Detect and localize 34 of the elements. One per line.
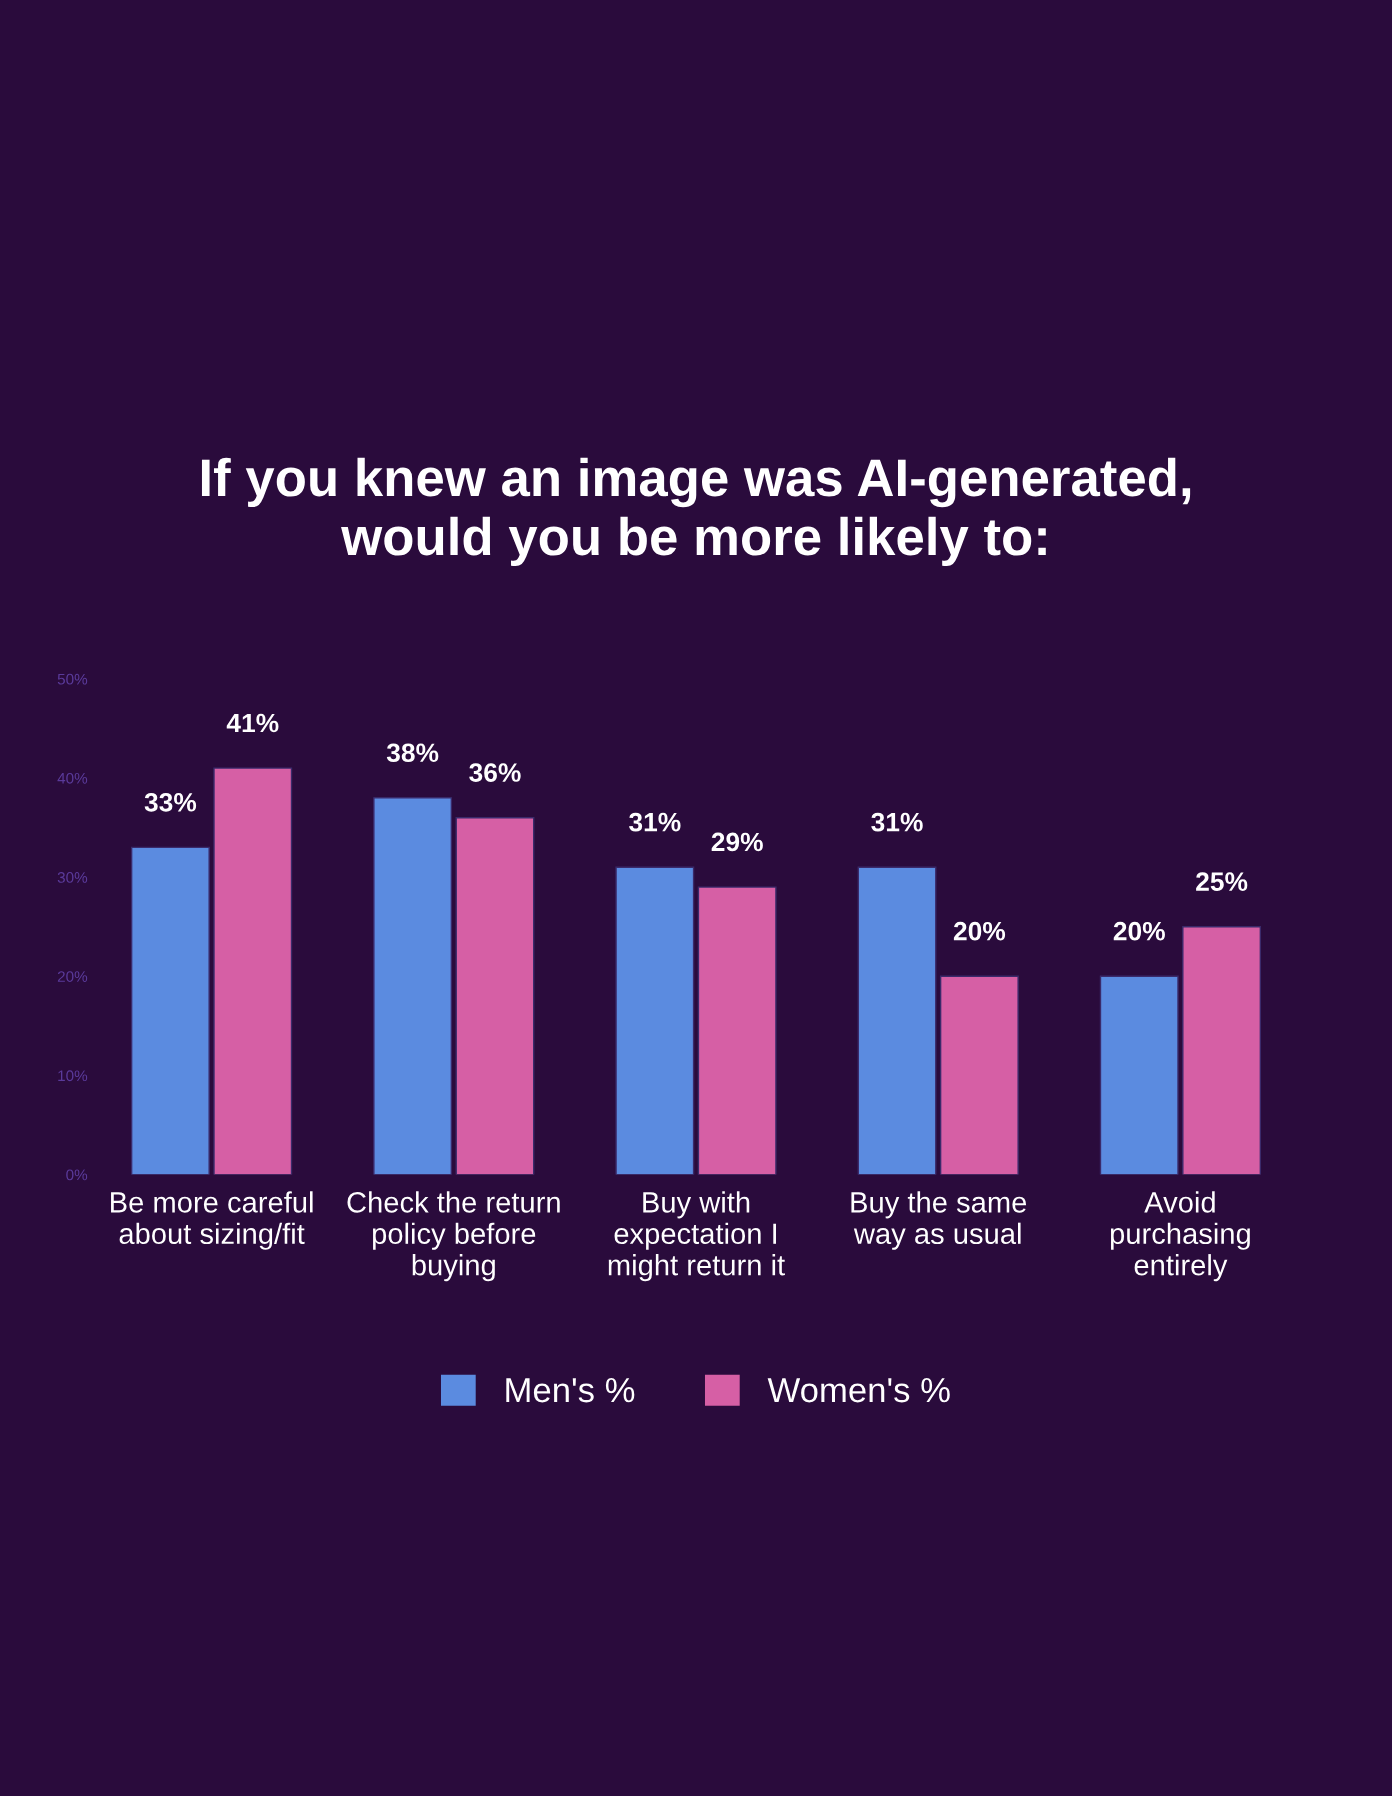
y-tick-label: 40% [57, 772, 88, 784]
data-label: 29% [711, 832, 763, 852]
data-label: 36% [469, 763, 521, 782]
data-label: 33% [144, 792, 197, 812]
bar [130, 846, 210, 1175]
bar [213, 767, 293, 1175]
y-tick-label: 30% [57, 872, 88, 883]
data-label: 31% [871, 812, 923, 832]
x-tick-label: Check the return policy before buying [347, 1191, 560, 1282]
bar [857, 866, 937, 1175]
data-label: 38% [386, 743, 439, 763]
bar [697, 886, 777, 1175]
data-label: 20% [953, 921, 1006, 941]
bar [455, 816, 535, 1175]
legend-label: Men's % [506, 1377, 635, 1403]
x-tick-label: Avoid purchasing entirely [1110, 1191, 1250, 1282]
data-label: 20% [1113, 921, 1165, 941]
x-tick-label: Be more careful about sizing/fit [111, 1191, 313, 1250]
y-tick-label: 10% [58, 1070, 88, 1082]
bar [373, 797, 453, 1175]
bar [939, 975, 1019, 1175]
y-tick-label: 0% [66, 1169, 88, 1181]
data-label: 41% [226, 713, 279, 733]
legend-label: Women's % [767, 1377, 950, 1403]
x-tick-label: Buy with expectation I might return it [608, 1191, 785, 1282]
bar [615, 866, 695, 1175]
data-label: 25% [1196, 872, 1248, 891]
bar [1182, 926, 1262, 1175]
bar [1099, 975, 1179, 1175]
data-label: 31% [629, 812, 681, 832]
y-tick-label: 20% [57, 971, 88, 982]
chart-title: If you knew an image was AI-generated, would you be more likely to: [201, 457, 1191, 566]
y-tick-label: 50% [57, 673, 88, 685]
x-tick-label: Buy the same way as usual [851, 1191, 1027, 1250]
